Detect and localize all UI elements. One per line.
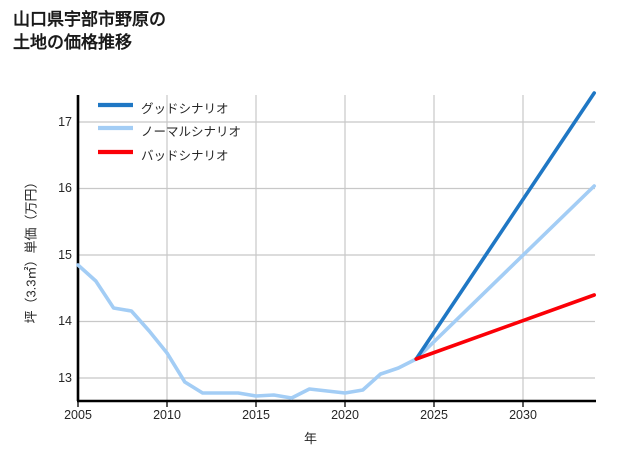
series-line-good [414, 91, 597, 361]
y-tick-label-16: 16 [58, 181, 72, 195]
series-line-bad [414, 293, 597, 361]
x-axis-title: 年 [303, 431, 317, 446]
x-tick-marks [77, 401, 524, 407]
x-gridlines [166, 95, 524, 400]
legend-label-bad: バッドシナリオ [141, 149, 229, 163]
x-tick-label-2010: 2010 [153, 408, 181, 422]
x-tick-label-2025: 2025 [420, 408, 448, 422]
y-axis-title: 坪（3.3㎡）単価（万円） [23, 175, 39, 324]
y-tick-label-14: 14 [58, 314, 72, 328]
legend-swatches [98, 102, 133, 155]
page-title: 山口県宇部市野原の 土地の価格推移 [13, 10, 166, 52]
y-tick-label-15: 15 [58, 248, 72, 262]
y-gridlines [78, 121, 595, 379]
x-tick-label-2030: 2030 [509, 408, 537, 422]
plot-background [78, 95, 595, 400]
series-line-normal [76, 184, 597, 400]
x-tick-label-2020: 2020 [331, 408, 359, 422]
legend-label-good: グッドシナリオ [141, 102, 229, 116]
y-tick-label-13: 13 [58, 371, 72, 385]
x-tick-label-2005: 2005 [64, 408, 92, 422]
legend-label-normal: ノーマルシナリオ [141, 125, 242, 139]
y-tick-label-17: 17 [58, 115, 72, 129]
x-tick-label-2015: 2015 [242, 408, 270, 422]
